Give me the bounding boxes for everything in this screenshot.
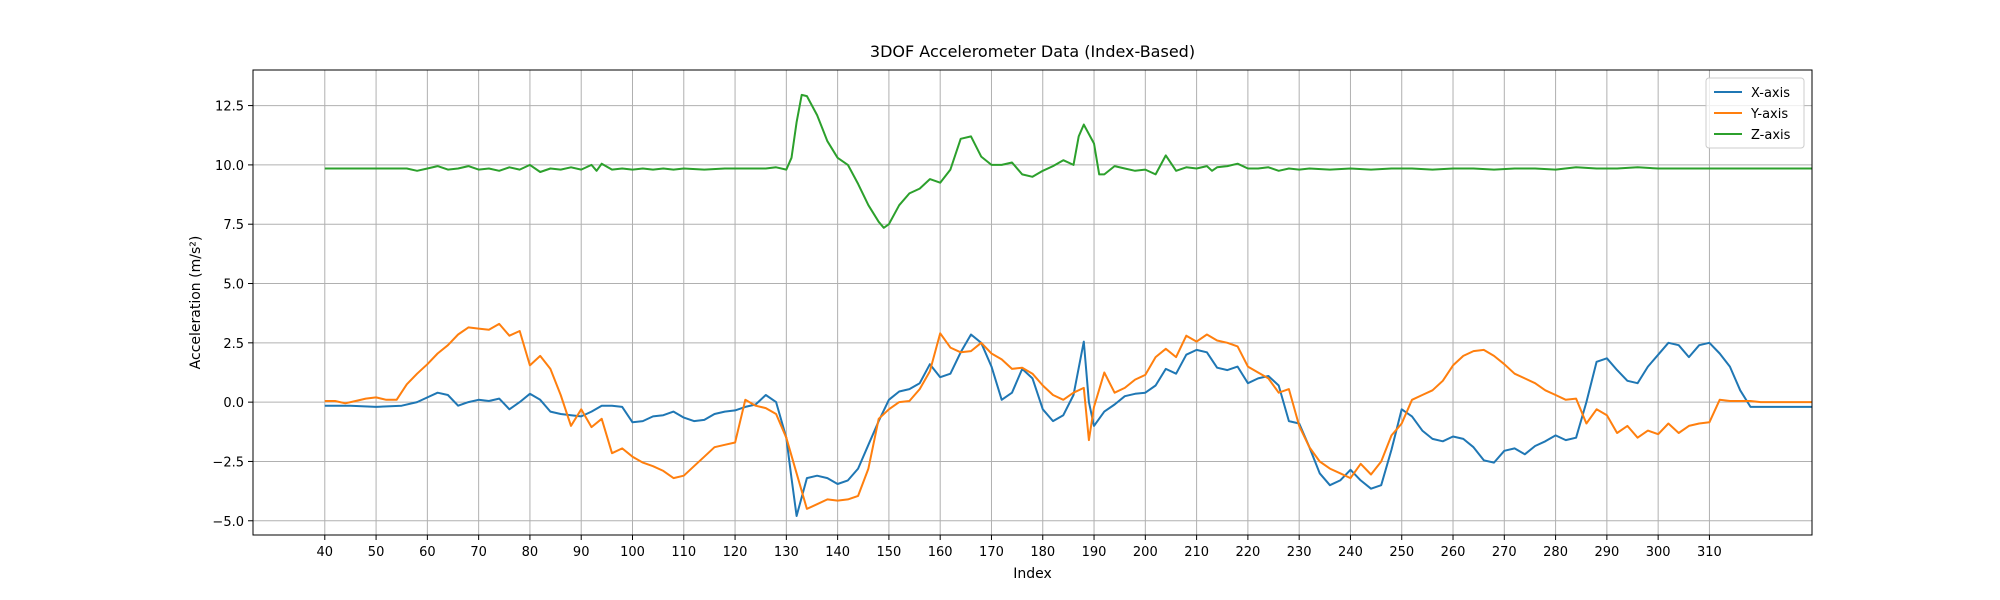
y-axis-label: Acceleration (m/s²) bbox=[188, 236, 204, 370]
x-tick-label: 160 bbox=[928, 545, 953, 560]
x-tick-label: 120 bbox=[723, 545, 748, 560]
series-line-y-axis bbox=[324, 322, 1812, 510]
x-tick-label: 100 bbox=[620, 545, 645, 560]
x-tick-label: 280 bbox=[1543, 545, 1568, 560]
legend-label: Z-axis bbox=[1751, 128, 1791, 143]
x-tick-label: 290 bbox=[1594, 545, 1619, 560]
x-tick-label: 140 bbox=[825, 545, 850, 560]
y-tick-label: 12.5 bbox=[215, 100, 244, 115]
series-layer bbox=[324, 93, 1812, 517]
x-tick-label: 210 bbox=[1184, 545, 1209, 560]
y-tick-label: 10.0 bbox=[215, 159, 244, 174]
x-tick-label: 240 bbox=[1338, 545, 1363, 560]
x-tick-label: 170 bbox=[979, 545, 1004, 560]
x-axis-label: Index bbox=[1013, 566, 1052, 582]
x-tick-label: 50 bbox=[368, 545, 385, 560]
x-tick-label: 220 bbox=[1235, 545, 1260, 560]
x-tick-label: 150 bbox=[876, 545, 901, 560]
x-tick-label: 310 bbox=[1697, 545, 1722, 560]
plot-frame bbox=[252, 69, 1813, 536]
x-tick-label: 270 bbox=[1492, 545, 1517, 560]
y-tick-label: 7.5 bbox=[223, 218, 244, 233]
grid-lines bbox=[253, 70, 1812, 535]
x-tick-label: 180 bbox=[1030, 545, 1055, 560]
axis-ticks: 40 50 60 70 80 90 100 110 120 130 140 150 160 170 180 1… bbox=[212, 100, 1721, 560]
x-tick-label: 130 bbox=[774, 545, 799, 560]
x-tick-label: 300 bbox=[1646, 545, 1671, 560]
y-tick-label: 0.0 bbox=[223, 396, 244, 411]
legend-box bbox=[1705, 77, 1805, 149]
y-tick-label: 5.0 bbox=[223, 278, 244, 293]
x-tick-label: 80 bbox=[522, 545, 539, 560]
x-tick-label: 250 bbox=[1389, 545, 1414, 560]
y-tick-label: −2.5 bbox=[212, 455, 244, 470]
y-tick-label: 2.5 bbox=[223, 337, 244, 352]
y-tick-label: −5.0 bbox=[212, 515, 244, 530]
legend-label: Y-axis bbox=[1750, 107, 1788, 122]
x-tick-label: 110 bbox=[671, 545, 696, 560]
x-tick-label: 70 bbox=[470, 545, 487, 560]
x-tick-label: 200 bbox=[1133, 545, 1158, 560]
series-line-z-axis bbox=[324, 93, 1812, 229]
legend: X-axis Y-axis Z-axis bbox=[1705, 77, 1805, 149]
x-tick-label: 60 bbox=[419, 545, 436, 560]
series-line-x-axis bbox=[324, 333, 1812, 517]
legend-label: X-axis bbox=[1751, 86, 1790, 101]
chart-title: 3DOF Accelerometer Data (Index-Based) bbox=[870, 42, 1195, 61]
x-tick-label: 40 bbox=[317, 545, 334, 560]
x-tick-label: 260 bbox=[1441, 545, 1466, 560]
x-tick-label: 90 bbox=[573, 545, 590, 560]
x-tick-label: 190 bbox=[1082, 545, 1107, 560]
x-tick-label: 230 bbox=[1287, 545, 1312, 560]
